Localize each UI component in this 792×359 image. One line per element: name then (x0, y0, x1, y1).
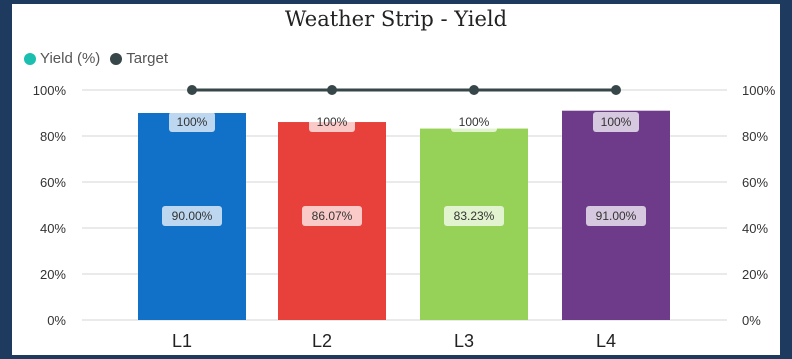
y-tick-label-right: 80% (742, 129, 768, 144)
chart-title: Weather Strip - Yield (284, 7, 508, 31)
y-tick-label-right: 0% (742, 313, 761, 328)
bar-data-label: 90.00% (172, 209, 213, 223)
target-point (327, 85, 337, 95)
x-tick-label: L4 (596, 331, 616, 351)
x-tick-label: L1 (172, 331, 192, 351)
y-tick-label-right: 20% (742, 267, 768, 282)
x-tick-label: L3 (454, 331, 474, 351)
target-data-label: 100% (317, 115, 348, 129)
bar-data-label: 91.00% (596, 209, 637, 223)
chart-legend: Yield (%) Target (24, 50, 178, 67)
target-data-label: 100% (601, 115, 632, 129)
x-tick-label: L2 (312, 331, 332, 351)
y-tick-label-left: 60% (40, 175, 66, 190)
y-tick-label-right: 40% (742, 221, 768, 236)
y-tick-label-left: 40% (40, 221, 66, 236)
target-point (469, 85, 479, 95)
bar-data-label-bg (444, 206, 504, 226)
target-data-label: 100% (177, 115, 208, 129)
y-tick-label-left: 20% (40, 267, 66, 282)
y-tick-label-right: 100% (742, 83, 776, 98)
target-point (611, 85, 621, 95)
legend-dot-yield (24, 52, 36, 65)
legend-label-target: Target (126, 50, 168, 67)
chart-card: Weather Strip - Yield Yield (%) Target 0… (12, 4, 780, 355)
target-data-label-bg (451, 112, 497, 132)
target-data-label: 100% (459, 115, 490, 129)
bar-data-label-bg (302, 206, 362, 226)
target-data-label-bg (169, 112, 215, 132)
bar-data-label-bg (586, 206, 646, 226)
y-tick-label-right: 60% (742, 175, 768, 190)
legend-label-yield: Yield (%) (40, 50, 101, 67)
bar-data-label: 83.23% (454, 209, 495, 223)
target-point (187, 85, 197, 95)
y-tick-label-left: 0% (47, 313, 66, 328)
legend-item-target[interactable]: Target (110, 50, 168, 67)
bar-data-label-bg (162, 206, 222, 226)
chart-plot: 0% 0% 20% 20% 40% 40% 60% 60% 80% 80% 100% 100% 100%… (33, 83, 776, 351)
legend-dot-target (110, 52, 123, 65)
target-data-label-bg (593, 112, 639, 132)
y-tick-label-left: 100% (33, 83, 67, 98)
bar-data-label: 86.07% (312, 209, 353, 223)
y-tick-label-left: 80% (40, 129, 66, 144)
target-data-label-bg (309, 112, 355, 132)
legend-item-yield[interactable]: Yield (%) (24, 50, 100, 67)
